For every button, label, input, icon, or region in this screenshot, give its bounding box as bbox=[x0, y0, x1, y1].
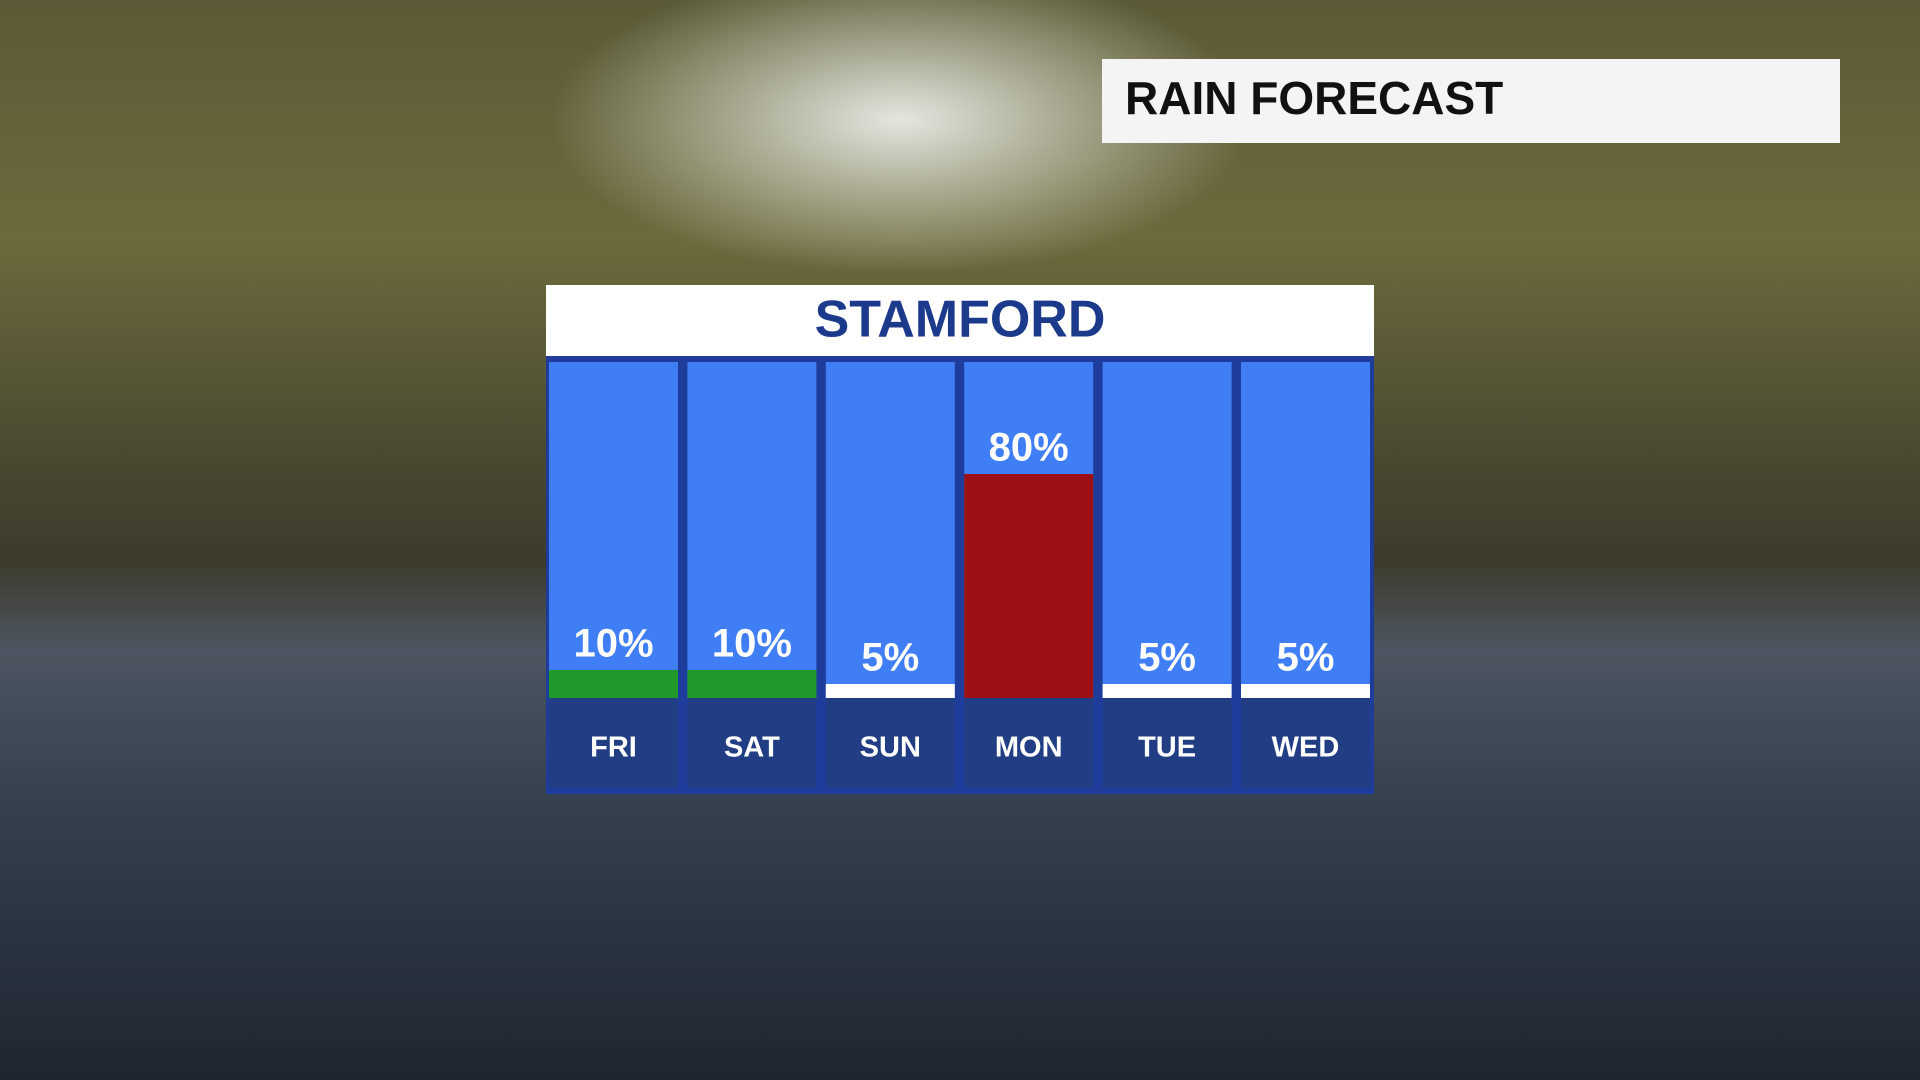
bar bbox=[964, 474, 1094, 698]
column bbox=[1102, 362, 1232, 698]
value-label: 10% bbox=[712, 622, 792, 666]
column bbox=[687, 362, 817, 698]
column bbox=[1241, 362, 1370, 698]
day-box bbox=[825, 698, 955, 788]
x-tick-label: SUN bbox=[860, 732, 921, 764]
day-box bbox=[1102, 698, 1232, 788]
title-box bbox=[546, 285, 1374, 356]
column bbox=[825, 362, 955, 698]
panel bbox=[546, 285, 1374, 794]
x-tick-label: MON bbox=[995, 732, 1063, 764]
banner-box bbox=[1102, 59, 1840, 143]
chart-title: STAMFORD bbox=[815, 291, 1106, 349]
x-tick-label: WED bbox=[1272, 732, 1340, 764]
value-label: 5% bbox=[1138, 636, 1196, 680]
value-label: 10% bbox=[573, 622, 653, 666]
bar bbox=[687, 670, 817, 698]
value-label: 5% bbox=[1277, 636, 1335, 680]
banner-title: RAIN FORECAST bbox=[1125, 72, 1503, 124]
day-box bbox=[549, 698, 678, 788]
day-box bbox=[964, 698, 1094, 788]
bar bbox=[825, 684, 955, 698]
bar bbox=[549, 670, 678, 698]
value-label: 80% bbox=[989, 426, 1069, 470]
x-tick-label: FRI bbox=[590, 732, 637, 764]
day-box bbox=[1241, 698, 1370, 788]
column bbox=[549, 362, 678, 698]
bar bbox=[1241, 684, 1370, 698]
bar bbox=[1102, 684, 1232, 698]
x-tick-label: TUE bbox=[1138, 732, 1196, 764]
day-box bbox=[687, 698, 817, 788]
x-tick-label: SAT bbox=[724, 732, 780, 764]
value-label: 5% bbox=[861, 636, 919, 680]
